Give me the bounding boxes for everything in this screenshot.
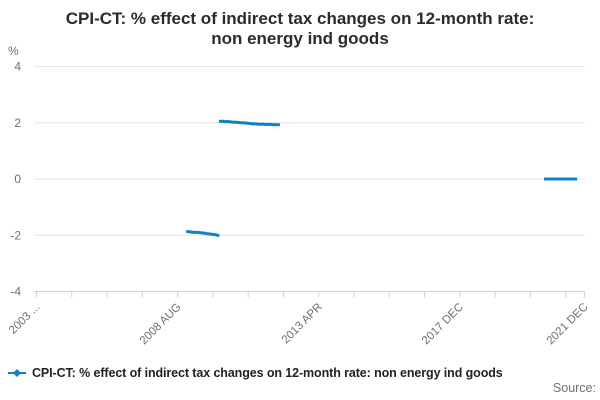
y-tick-label: -4 xyxy=(10,285,21,299)
data-point[interactable] xyxy=(236,121,240,124)
y-tick-label: 2 xyxy=(14,116,21,130)
data-point[interactable] xyxy=(226,120,230,124)
data-point[interactable] xyxy=(216,233,220,237)
data-point[interactable] xyxy=(231,120,235,124)
data-point[interactable] xyxy=(193,230,197,234)
data-point[interactable] xyxy=(208,232,212,236)
data-point[interactable] xyxy=(569,177,573,181)
data-point[interactable] xyxy=(224,120,227,124)
legend-marker-icon xyxy=(8,368,26,377)
data-point[interactable] xyxy=(234,120,238,124)
data-point[interactable] xyxy=(191,230,195,234)
data-point[interactable] xyxy=(261,122,265,126)
data-point[interactable] xyxy=(211,232,215,236)
data-point[interactable] xyxy=(188,230,192,234)
y-tick-label: -2 xyxy=(10,228,21,242)
source-label: Source: xyxy=(552,381,596,395)
data-point[interactable] xyxy=(574,177,578,181)
data-point[interactable] xyxy=(201,231,205,235)
data-point[interactable] xyxy=(561,177,565,181)
x-tick-label: 2013 APR xyxy=(280,301,325,346)
data-point[interactable] xyxy=(254,122,258,126)
data-point[interactable] xyxy=(249,122,253,126)
data-point[interactable] xyxy=(186,230,190,234)
data-point[interactable] xyxy=(251,122,255,126)
data-point[interactable] xyxy=(274,123,278,127)
legend-item[interactable]: CPI-CT: % effect of indirect tax changes… xyxy=(7,364,503,381)
data-point[interactable] xyxy=(203,231,207,235)
legend-label: CPI-CT: % effect of indirect tax changes… xyxy=(32,365,503,380)
data-point[interactable] xyxy=(269,122,273,126)
y-tick-label: 0 xyxy=(14,172,21,186)
data-point[interactable] xyxy=(221,119,225,123)
data-point[interactable] xyxy=(559,177,563,181)
data-point[interactable] xyxy=(276,123,280,127)
x-tick-label: 2003 ... xyxy=(7,301,43,337)
data-point[interactable] xyxy=(239,121,243,125)
chart-title-line1: CPI-CT: % effect of indirect tax changes… xyxy=(65,9,535,28)
data-point[interactable] xyxy=(264,122,268,126)
y-axis-unit-label: % xyxy=(8,44,19,58)
x-tick-label: 2017 DEC xyxy=(420,301,466,347)
data-point[interactable] xyxy=(241,121,245,125)
data-point[interactable] xyxy=(549,177,552,181)
data-point[interactable] xyxy=(246,121,250,125)
data-point[interactable] xyxy=(266,122,270,126)
data-point[interactable] xyxy=(546,177,550,181)
plot-area: 4 2 0 -2 -4 2003 ... 2008 AUG 2013 APR 2017 DEC 2… xyxy=(7,60,591,348)
data-point[interactable] xyxy=(271,123,275,127)
data-point[interactable] xyxy=(554,177,558,181)
data-point[interactable] xyxy=(198,231,202,235)
data-point[interactable] xyxy=(571,177,575,181)
x-tick-label: 2021 DEC xyxy=(545,301,591,347)
data-point[interactable] xyxy=(256,122,260,126)
data-point[interactable] xyxy=(244,121,248,125)
y-tick-label: 4 xyxy=(14,60,21,74)
data-point[interactable] xyxy=(551,177,555,181)
x-tick-label: 2008 AUG xyxy=(138,301,184,347)
data-point[interactable] xyxy=(566,177,570,181)
data-point[interactable] xyxy=(544,177,547,181)
data-point[interactable] xyxy=(259,122,263,126)
data-point[interactable] xyxy=(564,177,568,181)
chart-title: CPI-CT: % effect of indirect tax changes… xyxy=(0,9,600,49)
data-point[interactable] xyxy=(229,120,232,124)
data-point[interactable] xyxy=(196,230,200,234)
data-point[interactable] xyxy=(556,177,560,181)
chart-title-line2: non energy ind goods xyxy=(211,29,389,48)
data-point[interactable] xyxy=(218,119,222,123)
data-point[interactable] xyxy=(213,233,217,237)
data-point[interactable] xyxy=(206,232,210,236)
